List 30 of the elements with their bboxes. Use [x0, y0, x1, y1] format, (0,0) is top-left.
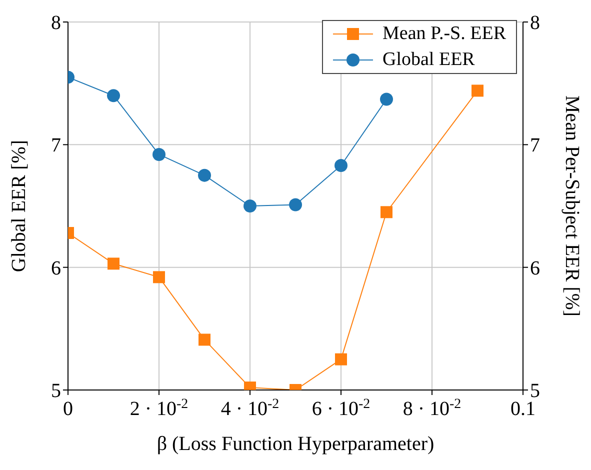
- point: [335, 353, 347, 366]
- y2-axis-title: Mean Per-Subject EER [%]: [560, 95, 583, 317]
- x-tick-label: 4 · 10$^{-2}$: [220, 396, 280, 420]
- x-tick-label: 8 · 10$^{-2}$: [402, 396, 462, 420]
- point: [198, 168, 211, 182]
- point: [244, 200, 256, 212]
- point: [380, 92, 393, 106]
- point: [334, 159, 348, 172]
- point: [153, 271, 165, 284]
- point: [152, 148, 166, 161]
- x-tick-label: 0: [63, 398, 73, 420]
- point: [107, 89, 120, 102]
- y-tick-label: 5: [51, 380, 61, 402]
- y2-tick-label: 6: [530, 257, 540, 280]
- legend-label: Global EER: [382, 48, 475, 72]
- point: [108, 258, 120, 270]
- x-axis-title: β (Loss Function Hyperparameter): [156, 433, 434, 455]
- point: [198, 334, 210, 346]
- y2-tick-label: 7: [530, 134, 540, 157]
- legend-label: Mean P.-S. EER: [382, 22, 506, 46]
- point: [380, 206, 392, 218]
- x-tick-label: 6 · 10$^{-2}$: [312, 396, 370, 420]
- y-tick-label: 8: [51, 12, 61, 34]
- point: [289, 198, 302, 212]
- y2-tick-label: 8: [530, 12, 540, 34]
- y-tick-label: 6: [51, 257, 61, 280]
- x-tick-label: 2 · 10$^{-2}$: [130, 396, 188, 420]
- point: [472, 84, 484, 97]
- y-axis-title: Global EER [%]: [8, 140, 30, 272]
- y-tick-label: 7: [51, 134, 61, 157]
